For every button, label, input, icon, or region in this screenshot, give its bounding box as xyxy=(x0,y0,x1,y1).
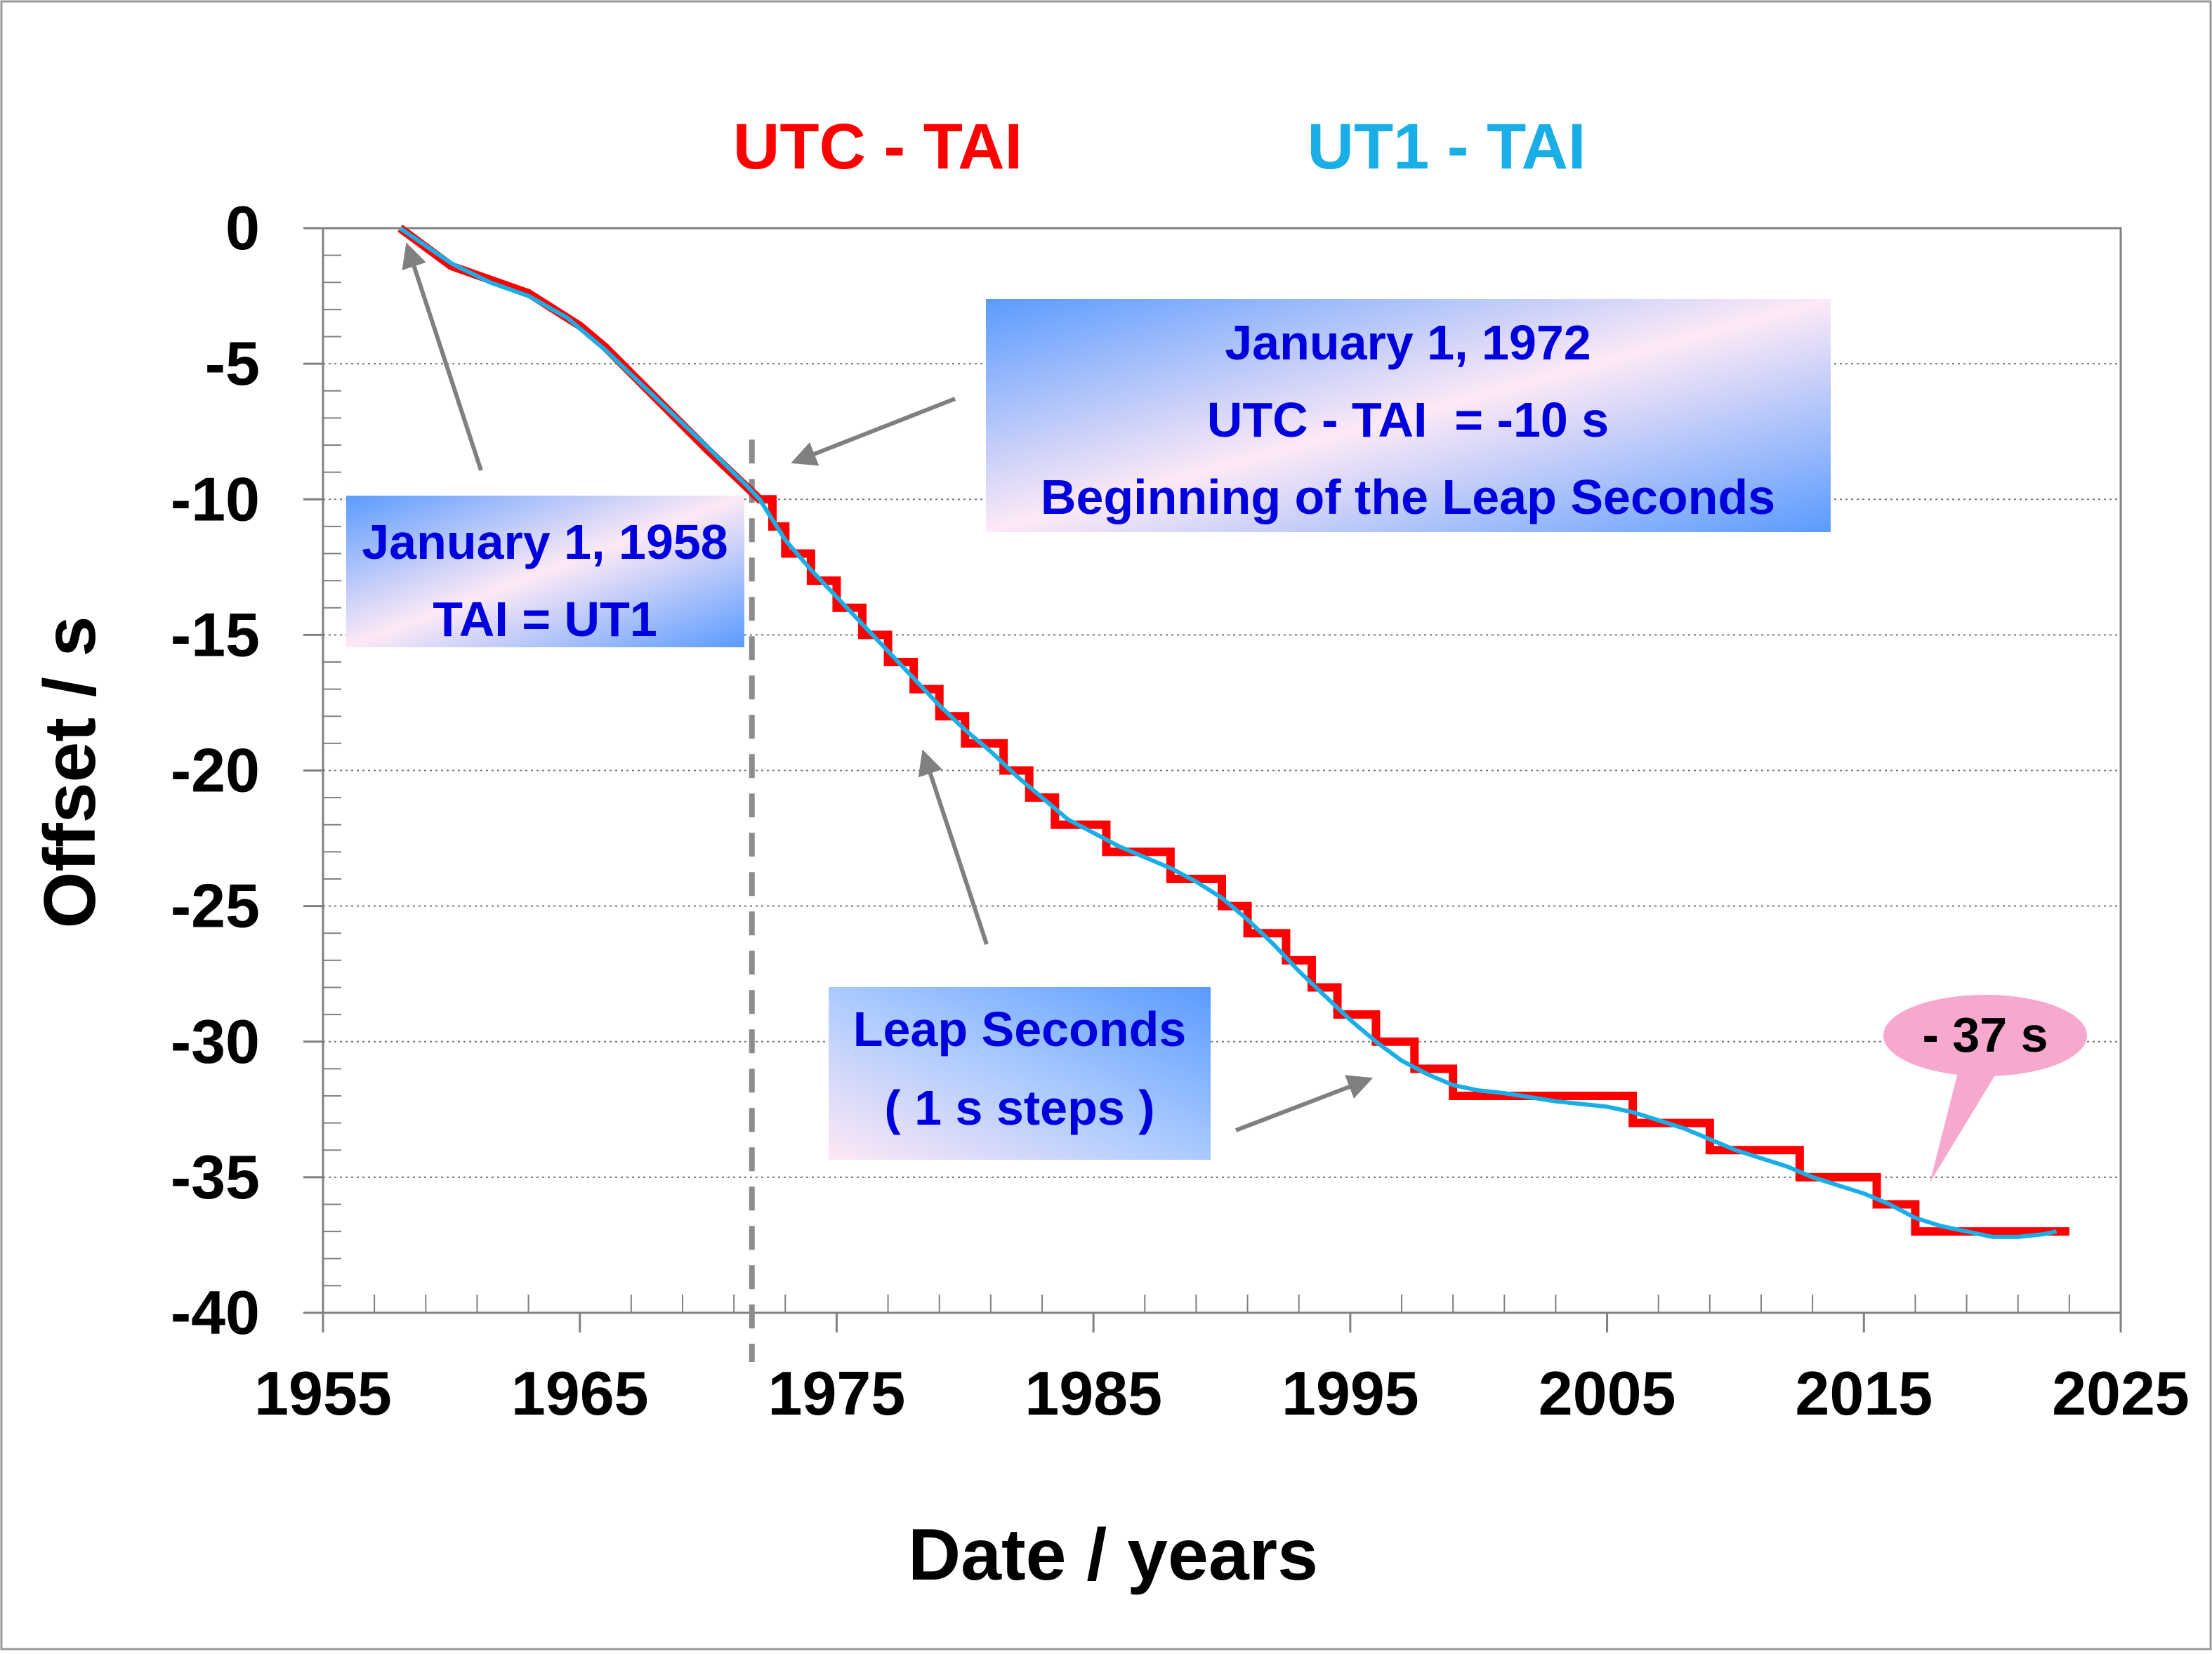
annotation-leap-seconds: Leap Seconds ( 1 s steps ) xyxy=(829,987,1211,1160)
series-ut1-tai-line xyxy=(399,226,2058,1239)
x-tick-label: 1975 xyxy=(768,1358,906,1428)
arrow-1972 xyxy=(791,397,956,466)
arrow-leap-up xyxy=(918,749,989,945)
minor-ticks xyxy=(303,227,2122,1332)
y-tick-label: -15 xyxy=(171,600,260,669)
x-tick-label: 1965 xyxy=(511,1358,649,1428)
y-tick-label: -25 xyxy=(171,871,260,941)
arrow-1958 xyxy=(402,242,483,471)
annotation-leap-line-2: ( 1 s steps ) xyxy=(884,1080,1154,1135)
annotation-1958-line-2: TAI = UT1 xyxy=(433,592,657,647)
annotation-1972-line-2: UTC - TAI = -10 s xyxy=(1207,392,1609,447)
annotation-1972-box xyxy=(986,299,1831,532)
y-tick-label: -30 xyxy=(171,1007,260,1076)
x-tick-label: 1985 xyxy=(1025,1358,1162,1428)
callout-bubble xyxy=(1883,995,2087,1076)
x-tick-labels: 1955 1965 1975 1985 1995 2005 2015 2025 xyxy=(254,1358,2190,1428)
y-axis-label: Offset / s xyxy=(29,616,111,929)
annotation-1958-box xyxy=(346,496,744,647)
annotation-leap-box xyxy=(829,987,1211,1160)
legend-utc-tai: UTC - TAI xyxy=(733,111,1022,183)
callout-tail xyxy=(1930,1067,1998,1183)
x-tick-label: 1995 xyxy=(1282,1358,1419,1428)
callout-37s: - 37 s xyxy=(1883,995,2087,1183)
series-utc-tai-line xyxy=(397,225,2069,1236)
legend-ut1-tai: UT1 - TAI xyxy=(1308,111,1586,183)
x-tick-label: 2015 xyxy=(1795,1358,1933,1428)
x-tick-label: 2005 xyxy=(1539,1358,1676,1428)
annotation-1972-line-3: Beginning of the Leap Seconds xyxy=(1041,470,1775,524)
annotation-1958: January 1, 1958 TAI = UT1 xyxy=(346,496,744,647)
annotation-leap-line-1: Leap Seconds xyxy=(853,1002,1187,1057)
y-tick-label: -20 xyxy=(171,736,260,805)
x-tick-label: 1955 xyxy=(254,1358,392,1428)
annotation-1972-line-1: January 1, 1972 xyxy=(1225,315,1591,370)
annotation-arrows xyxy=(402,242,1374,1132)
y-tick-labels: 0 -5 -10 -15 -20 -25 -30 -35 -40 xyxy=(171,193,260,1347)
annotation-1972: January 1, 1972 UTC - TAI = -10 s Beginn… xyxy=(986,299,1831,532)
annotation-1958-line-1: January 1, 1958 xyxy=(362,515,728,569)
arrow-leap-right xyxy=(1235,1075,1374,1132)
x-tick-label: 2025 xyxy=(2052,1358,2190,1428)
x-axis-label: Date / years xyxy=(908,1514,1318,1596)
y-tick-label: -40 xyxy=(171,1278,260,1347)
callout-text: - 37 s xyxy=(1923,1007,2048,1062)
y-tick-label: -10 xyxy=(171,464,260,534)
y-tick-label: -35 xyxy=(171,1142,260,1212)
y-tick-label: 0 xyxy=(225,193,260,263)
y-tick-label: -5 xyxy=(205,329,260,398)
